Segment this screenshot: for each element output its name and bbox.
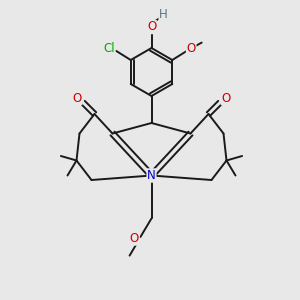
Text: O: O	[130, 232, 139, 245]
Text: O: O	[147, 20, 156, 34]
Text: O: O	[221, 92, 230, 105]
Text: Cl: Cl	[103, 41, 115, 55]
Text: H: H	[159, 8, 168, 22]
Text: O: O	[73, 92, 82, 105]
Text: N: N	[147, 169, 156, 182]
Text: O: O	[187, 42, 196, 55]
